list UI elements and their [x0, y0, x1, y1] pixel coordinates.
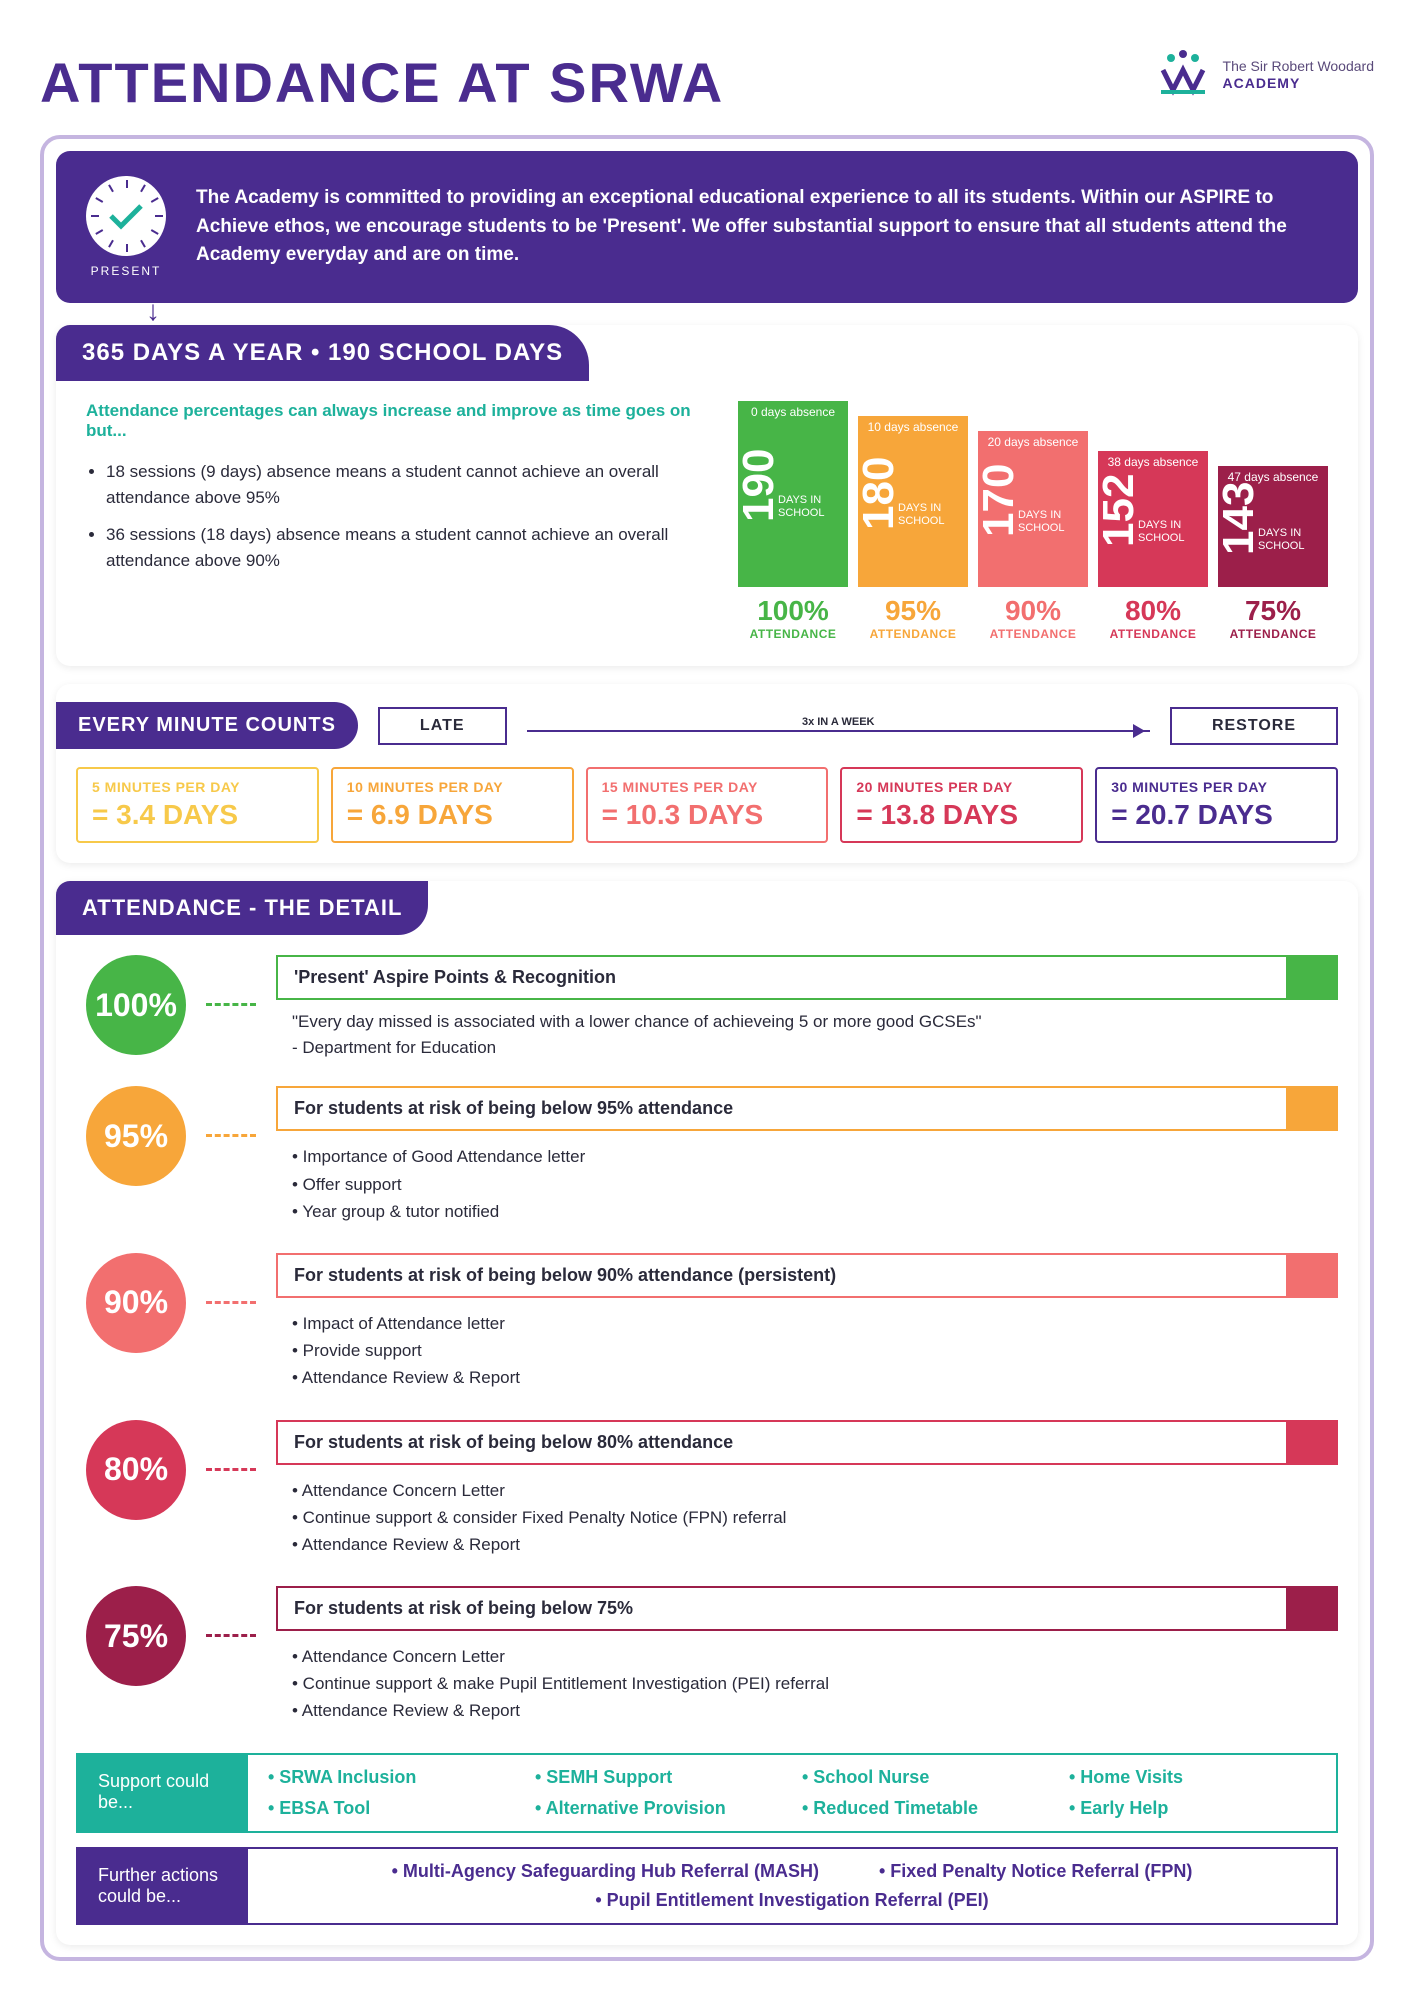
attendance-bar: 20 days absence 170 DAYS IN SCHOOL 90% A… [978, 431, 1088, 641]
support-row: Support could be... • SRWA Inclusion • SE… [76, 1753, 1338, 1833]
intro-section: PRESENT The Academy is committed to prov… [56, 151, 1358, 303]
support-label: Support could be... [78, 1755, 248, 1831]
support-item: • Home Visits [1069, 1767, 1316, 1788]
arrow-down-icon: ↓ [146, 295, 1358, 327]
minute-card: 30 MINUTES PER DAY= 20.7 DAYS [1095, 767, 1338, 843]
further-item: • Multi-Agency Safeguarding Hub Referral… [392, 1861, 819, 1882]
attendance-bar: 10 days absence 180 DAYS IN SCHOOL 95% A… [858, 416, 968, 641]
further-item: • Pupil Entitlement Investigation Referr… [595, 1890, 988, 1911]
further-item: • Fixed Penalty Notice Referral (FPN) [879, 1861, 1192, 1882]
days-text-column: Attendance percentages can always increa… [86, 401, 708, 641]
late-box: LATE [378, 707, 507, 745]
restore-box: RESTORE [1170, 707, 1338, 745]
days-intro-text: Attendance percentages can always increa… [86, 401, 708, 441]
days-section: 365 DAYS A YEAR • 190 SCHOOL DAYS Attend… [56, 325, 1358, 666]
percent-circle: 95% [86, 1086, 186, 1186]
minutes-section: EVERY MINUTE COUNTS LATE 3x IN A WEEK RE… [56, 684, 1358, 863]
detail-section: ATTENDANCE - THE DETAIL 100% 'Present' A… [56, 881, 1358, 1944]
days-bullet: 36 sessions (18 days) absence means a st… [106, 522, 708, 573]
detail-row: 75% For students at risk of being below … [76, 1586, 1338, 1725]
clock-icon [86, 176, 166, 256]
percent-circle: 80% [86, 1420, 186, 1520]
support-item: • EBSA Tool [268, 1798, 515, 1819]
main-container: PRESENT The Academy is committed to prov… [40, 135, 1374, 1961]
minute-card: 10 MINUTES PER DAY= 6.9 DAYS [331, 767, 574, 843]
support-item: • Early Help [1069, 1798, 1316, 1819]
logo-text: The Sir Robert Woodard ACADEMY [1223, 58, 1374, 92]
present-badge: PRESENT [86, 176, 166, 278]
arrow-right-icon: 3x IN A WEEK [527, 716, 1150, 736]
support-item: • Reduced Timetable [802, 1798, 1049, 1819]
attendance-bar: 38 days absence 152 DAYS IN SCHOOL 80% A… [1098, 451, 1208, 641]
present-label: PRESENT [86, 264, 166, 278]
support-item: • Alternative Provision [535, 1798, 782, 1819]
percent-circle: 75% [86, 1586, 186, 1686]
dash-connector [206, 1134, 256, 1137]
days-bullet-list: 18 sessions (9 days) absence means a stu… [86, 459, 708, 573]
further-items: • Multi-Agency Safeguarding Hub Referral… [248, 1849, 1336, 1923]
percent-circle: 100% [86, 955, 186, 1055]
attendance-bar: 47 days absence 143 DAYS IN SCHOOL 75% A… [1218, 466, 1328, 641]
minutes-cards: 5 MINUTES PER DAY= 3.4 DAYS10 MINUTES PE… [76, 767, 1338, 843]
detail-row: 95% For students at risk of being below … [76, 1086, 1338, 1225]
days-bullet: 18 sessions (9 days) absence means a stu… [106, 459, 708, 510]
support-item: • SEMH Support [535, 1767, 782, 1788]
detail-row: 80% For students at risk of being below … [76, 1420, 1338, 1559]
detail-row: 90% For students at risk of being below … [76, 1253, 1338, 1392]
attendance-bars-chart: 0 days absence 190 DAYS IN SCHOOL 100% A… [738, 401, 1328, 641]
minute-card: 15 MINUTES PER DAY= 10.3 DAYS [586, 767, 829, 843]
logo: The Sir Robert Woodard ACADEMY [1153, 50, 1374, 100]
detail-header: ATTENDANCE - THE DETAIL [56, 881, 428, 935]
attendance-bar: 0 days absence 190 DAYS IN SCHOOL 100% A… [738, 401, 848, 641]
dash-connector [206, 1634, 256, 1637]
minute-card: 5 MINUTES PER DAY= 3.4 DAYS [76, 767, 319, 843]
days-header: 365 DAYS A YEAR • 190 SCHOOL DAYS [56, 325, 589, 381]
further-actions-row: Further actions could be... • Multi-Agen… [76, 1847, 1338, 1925]
minute-card: 20 MINUTES PER DAY= 13.8 DAYS [840, 767, 1083, 843]
page-title: ATTENDANCE AT SRWA [40, 50, 724, 115]
support-item: • School Nurse [802, 1767, 1049, 1788]
logo-icon [1153, 50, 1213, 100]
support-items: • SRWA Inclusion • SEMH Support • School N… [248, 1755, 1336, 1831]
dash-connector [206, 1301, 256, 1304]
further-label: Further actions could be... [78, 1849, 248, 1923]
percent-circle: 90% [86, 1253, 186, 1353]
dash-connector [206, 1468, 256, 1471]
minutes-header: EVERY MINUTE COUNTS [56, 702, 358, 749]
detail-row: 100% 'Present' Aspire Points & Recogniti… [76, 955, 1338, 1058]
dash-connector [206, 1003, 256, 1006]
header: ATTENDANCE AT SRWA The Sir Robert Woodar… [40, 50, 1374, 115]
support-item: • SRWA Inclusion [268, 1767, 515, 1788]
intro-text: The Academy is committed to providing an… [196, 184, 1328, 270]
